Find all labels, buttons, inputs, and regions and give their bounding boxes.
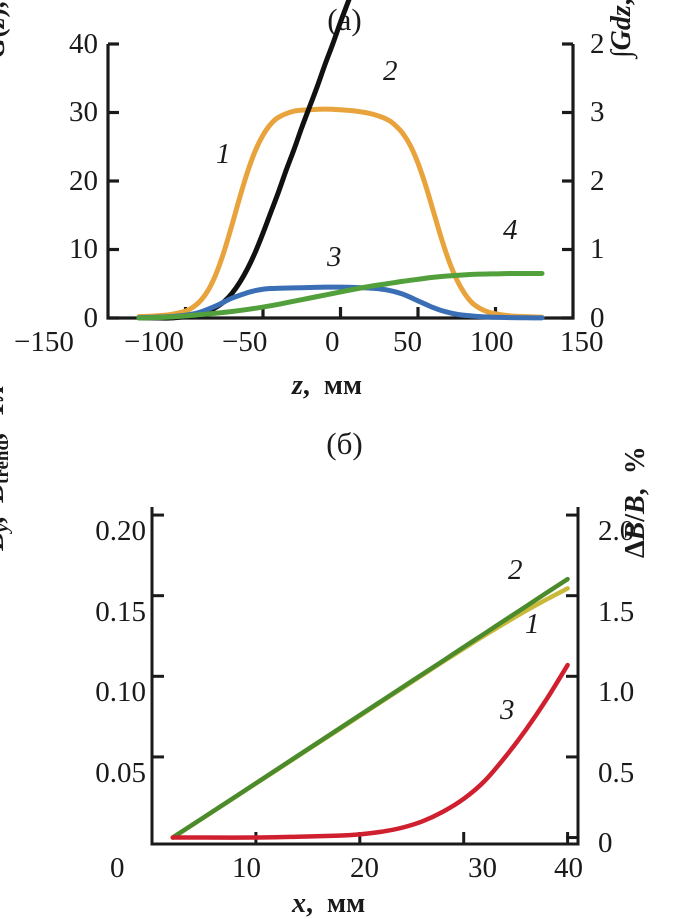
panel-b-left-axis-title: By, Btrend, Тл	[0, 385, 13, 551]
panel-a-xtick-m150: −150	[14, 326, 74, 358]
panel-a-curve-label-4: 4	[503, 214, 518, 246]
panel-a-xtick-m50: −50	[222, 326, 268, 358]
panel-a-right-axis-title: ∫Gdz, Тл	[606, 0, 637, 58]
panel-b-xtick-30: 30	[468, 852, 497, 884]
panel-b-y2tick-20: 2.0	[598, 515, 635, 547]
panel-b-xtick-0: 0	[110, 852, 125, 884]
panel-b-curve-label-3: 3	[500, 694, 515, 726]
panel-b-y2tick-15: 1.5	[598, 596, 635, 628]
panel-a-xtick-m100: −100	[124, 326, 184, 358]
panel-a-x-axis-title: z, мм	[292, 370, 363, 401]
panel-a-ytick-10: 10	[69, 233, 98, 265]
panel-a-xtick-50: 50	[393, 326, 422, 358]
panel-a-ytick-0: 0	[83, 302, 99, 334]
panel-b: (б) 0.20 0.15 0.10 0.05 2.0 1.5 1.0 0.5 …	[0, 386, 689, 919]
panel-b-title: (б)	[326, 426, 363, 461]
panel-b-xtick-10: 10	[232, 852, 261, 884]
panel-b-ytick-010: 0.10	[95, 676, 146, 708]
panel-b-xtick-20: 20	[350, 852, 379, 884]
panel-a-y2tick-2: 2	[590, 165, 605, 197]
panel-a-xtick-0: 0	[325, 326, 340, 358]
panel-a-ytick-30: 30	[69, 96, 98, 128]
panel-b-xtick-40: 40	[554, 852, 583, 884]
panel-a-curve-label-3: 3	[327, 241, 342, 273]
panel-a-xtick-100: 100	[470, 326, 514, 358]
panel-a-y2tick-4: 2	[590, 28, 605, 60]
panel-b-right-axis-title: ΔB/B, %	[620, 446, 651, 558]
panel-b-y2tick-05: 0.5	[598, 757, 635, 789]
panel-b-x-axis-title: x, мм	[292, 888, 366, 919]
panel-b-ytick-005: 0.05	[95, 757, 146, 789]
panel-a-left-axis-title: G(z), Тл/м	[0, 0, 11, 58]
panel-a-y2tick-0: 0	[590, 302, 605, 334]
panel-b-curve-label-2: 2	[508, 554, 523, 586]
panel-a-ytick-40: 40	[69, 28, 98, 60]
panel-b-ytick-015: 0.15	[95, 596, 146, 628]
panel-a-curve-label-1: 1	[216, 138, 231, 170]
panel-a-y2tick-3: 3	[590, 96, 605, 128]
panel-b-plot	[150, 507, 580, 846]
panel-a-plot	[106, 0, 575, 321]
panel-a-curve-label-2: 2	[383, 55, 398, 87]
panel-b-ytick-020: 0.20	[95, 515, 146, 547]
panel-b-y2tick-0: 0	[598, 827, 613, 859]
panel-b-curve-label-1: 1	[525, 608, 540, 640]
panel-b-y2tick-10: 1.0	[598, 676, 635, 708]
panel-a-ytick-20: 20	[69, 165, 98, 197]
panel-a-xtick-150: 150	[560, 326, 604, 358]
panel-a: (а) 40 30 20 10 0 2 3 2 1 0 −150 −100 −5…	[0, 0, 689, 420]
panel-a-y2tick-1: 1	[590, 233, 605, 265]
